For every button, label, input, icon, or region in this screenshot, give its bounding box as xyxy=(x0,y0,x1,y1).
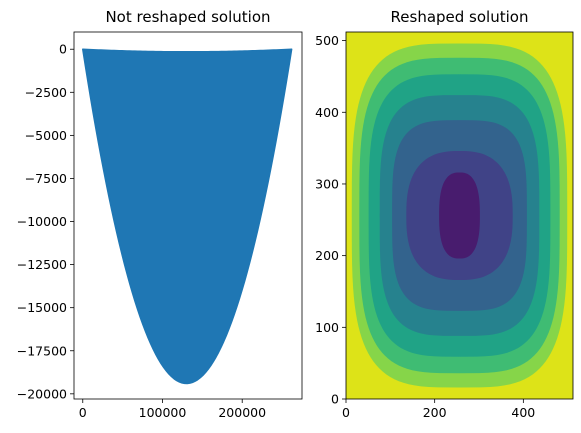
y-tick-label: 500 xyxy=(315,33,339,48)
chart-title: Reshaped solution xyxy=(391,8,529,26)
y-tick-label: 200 xyxy=(315,248,339,263)
y-tick-label: 0 xyxy=(331,392,339,407)
contour-layer xyxy=(346,32,573,399)
x-tick-label: 100000 xyxy=(139,405,187,420)
axes-frame-2: 0 200 400 0 100 200 300 400 500 Reshaped solution xyxy=(315,8,574,420)
x-tick-label: 200 xyxy=(423,405,447,420)
y-tick-label: 0 xyxy=(59,42,67,57)
plot-border xyxy=(345,31,574,400)
y-tick-label: −17500 xyxy=(17,343,67,358)
axes-frame-1: 0 100000 200000 0 −2500 −5000 −7500 −10000 −1250… xyxy=(17,8,303,420)
x-tick-label: 0 xyxy=(79,405,87,420)
y-tick-label: 300 xyxy=(315,176,339,191)
y-tick-label: −12500 xyxy=(17,257,67,272)
x-tick-label: 0 xyxy=(342,405,350,420)
y-tick-label: −2500 xyxy=(25,85,67,100)
y-tick-label: −20000 xyxy=(17,386,67,401)
x-tick-label: 200000 xyxy=(218,405,266,420)
y-tick-label: 400 xyxy=(315,105,339,120)
y-tick-label: −7500 xyxy=(25,171,67,186)
plot-border xyxy=(73,31,303,400)
chart-title: Not reshaped solution xyxy=(105,8,270,26)
x-tick-label: 400 xyxy=(511,405,535,420)
y-tick-label: −10000 xyxy=(17,214,67,229)
y-tick-label: −5000 xyxy=(25,128,67,143)
contour-level xyxy=(439,172,480,259)
solution-area xyxy=(82,48,293,385)
y-tick-label: −15000 xyxy=(17,300,67,315)
y-tick-label: 100 xyxy=(315,320,339,335)
